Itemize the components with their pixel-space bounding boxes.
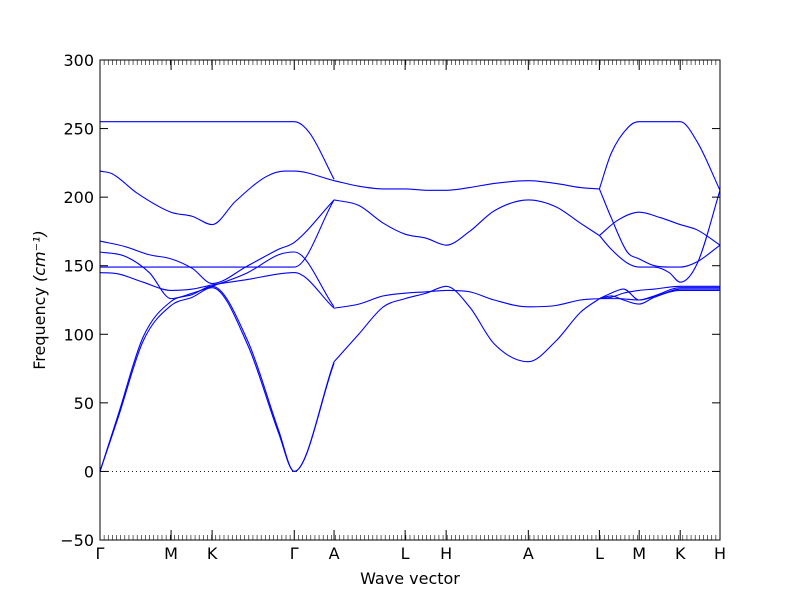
band-line bbox=[599, 285, 720, 300]
y-tick-label: 0 bbox=[84, 462, 94, 481]
y-tick-label: 300 bbox=[63, 51, 94, 70]
y-axis-label: Frequency (cm⁻¹) bbox=[30, 230, 49, 369]
x-tick-label: Γ bbox=[96, 544, 105, 563]
x-tick-label: A bbox=[329, 544, 340, 563]
x-tick-label: H bbox=[714, 544, 726, 563]
y-axis-ticks: −50 0 50 100 150 200 250 300 bbox=[60, 51, 720, 550]
band-line bbox=[598, 121, 721, 191]
x-tick-label: K bbox=[675, 544, 686, 563]
y-axis-label-unit: (cm⁻¹) bbox=[30, 230, 49, 282]
band-line bbox=[598, 188, 721, 268]
x-tick-label: H bbox=[440, 544, 452, 563]
y-tick-label: −50 bbox=[60, 531, 94, 550]
band-line bbox=[99, 251, 335, 308]
y-tick-label: 150 bbox=[63, 257, 94, 276]
x-tick-label: M bbox=[164, 544, 178, 563]
band-line bbox=[333, 285, 600, 363]
x-axis-label: Wave vector bbox=[360, 569, 460, 588]
band-line bbox=[333, 289, 600, 309]
plot-area bbox=[100, 60, 720, 540]
band-line bbox=[598, 190, 721, 283]
band-line bbox=[100, 121, 335, 180]
band-line bbox=[99, 285, 335, 472]
band-line bbox=[333, 180, 600, 191]
x-tick-label: M bbox=[632, 544, 646, 563]
y-axis-label-text: Frequency bbox=[30, 282, 49, 370]
band-line bbox=[599, 211, 721, 246]
x-tick-label: Γ bbox=[290, 544, 299, 563]
x-tick-label: L bbox=[401, 544, 410, 563]
y-tick-label: 200 bbox=[63, 188, 94, 207]
band-line bbox=[599, 289, 720, 305]
minor-x-ticks bbox=[99, 60, 721, 540]
y-tick-label: 50 bbox=[74, 394, 94, 413]
band-line bbox=[99, 199, 335, 268]
y-tick-label: 100 bbox=[63, 325, 94, 344]
y-tick-label: 250 bbox=[63, 120, 94, 139]
x-tick-label: K bbox=[207, 544, 218, 563]
band-line bbox=[333, 199, 600, 246]
band-line bbox=[599, 288, 720, 301]
band-line bbox=[99, 272, 335, 309]
band-line bbox=[99, 170, 335, 226]
band-lines bbox=[99, 121, 721, 472]
x-tick-label: A bbox=[523, 544, 534, 563]
band-line bbox=[99, 199, 335, 285]
x-tick-label: L bbox=[595, 544, 604, 563]
plot-frame bbox=[99, 59, 721, 541]
